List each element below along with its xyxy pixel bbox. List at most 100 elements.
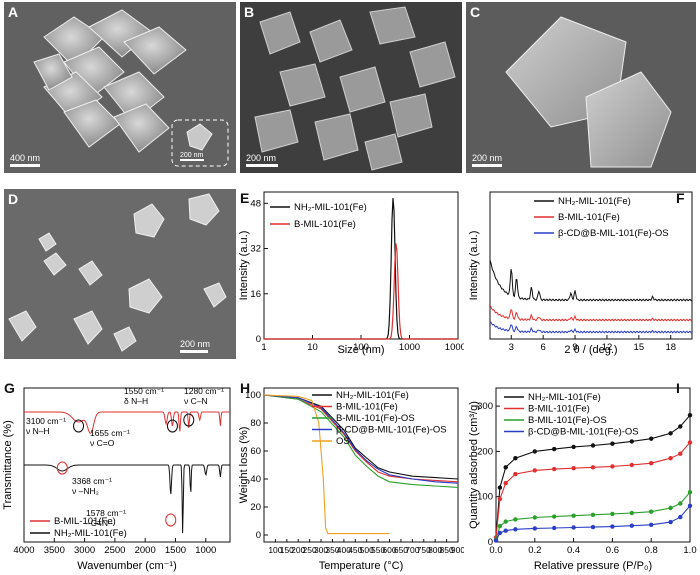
annotation-g-a4: 1655 cm⁻¹ bbox=[90, 428, 130, 438]
annotation-g-a6: 1578 cm⁻¹ bbox=[86, 508, 126, 518]
annotation-g-a5b: ν –NH₂ bbox=[72, 486, 99, 496]
sem-image-b bbox=[254, 6, 456, 171]
data-point-i-0-6 bbox=[571, 444, 576, 450]
data-point-i-3-4 bbox=[532, 526, 537, 531]
x-tick-label-h-10: 600 bbox=[382, 545, 396, 555]
legend-label-i-0: NH₂-MIL-101(Fe) bbox=[528, 392, 601, 403]
y-tick-label-e-0: 0 bbox=[256, 334, 261, 345]
x-tick-label-h-8: 500 bbox=[360, 545, 374, 555]
legend-label-e-1: B-MIL-101(Fe) bbox=[294, 219, 356, 230]
plot-frame-i bbox=[495, 387, 691, 543]
x-tick-label-g-5: 1500 bbox=[165, 545, 186, 556]
y-tick-label-h-3: 60 bbox=[250, 446, 261, 457]
legend-label-f-1: B-MIL-101(Fe) bbox=[558, 212, 620, 223]
legend-label-h-4: OS bbox=[336, 436, 350, 447]
x-tick-label-g-6: 1000 bbox=[195, 545, 216, 556]
data-point-i-3-5 bbox=[552, 525, 557, 531]
scale-label-c: 200 nm bbox=[472, 153, 503, 163]
data-point-i-3-9 bbox=[629, 523, 634, 528]
x-tick-label-h-16: 900 bbox=[451, 545, 464, 555]
x-axis-label-i: Relative pressure (P/P₀) bbox=[534, 560, 652, 572]
x-tick-label-e-3: 1000 bbox=[399, 342, 420, 353]
y-axis-label-h: Weight loss (%) bbox=[238, 427, 250, 504]
chart-h-tga: Temperature (°C)Weight loss (%)100150200… bbox=[238, 387, 464, 572]
x-tick-label-i-4: 0.8 bbox=[645, 545, 658, 556]
data-point-i-2-2 bbox=[503, 519, 508, 524]
data-point-i-0-12 bbox=[678, 424, 683, 429]
x-tick-label-g-4: 2000 bbox=[135, 545, 156, 556]
y-tick-label-e-3: 48 bbox=[250, 198, 261, 209]
inset-box bbox=[171, 119, 229, 167]
annotation-circle-g-2 bbox=[183, 413, 195, 427]
inset-scale-label: 200 nm bbox=[180, 152, 204, 159]
legend-label-g-1: NH₂-MIL-101(Fe) bbox=[54, 528, 127, 539]
panel-label-c: C bbox=[470, 4, 481, 20]
data-point-i-0-7 bbox=[590, 443, 596, 448]
series-line-i-0 bbox=[495, 414, 691, 538]
panel-label-i: I bbox=[676, 380, 680, 396]
x-tick-label-h-12: 700 bbox=[405, 545, 419, 555]
x-tick-label-h-3: 250 bbox=[303, 545, 317, 555]
panel-label-b: B bbox=[244, 4, 255, 20]
sem-panel-d: D 200 nm bbox=[4, 189, 236, 359]
legend-label-h-0: NH₂-MIL-101(Fe) bbox=[336, 390, 409, 401]
annotation-circle-g-0 bbox=[73, 419, 85, 433]
data-point-i-0-4 bbox=[532, 449, 537, 454]
x-axis-label-g: Wavenumber (cm⁻¹) bbox=[77, 560, 177, 572]
data-point-i-3-2 bbox=[503, 528, 508, 533]
scale-bar-a: 400 nm bbox=[10, 153, 40, 167]
sem-panel-c: C 200 nm bbox=[466, 2, 696, 173]
series-line-i-1 bbox=[495, 442, 691, 538]
x-tick-label-e-0: 1 bbox=[261, 342, 266, 353]
y-axis-label-i: Quantity adsorbed (cm³/g) bbox=[468, 401, 480, 529]
y-tick-label-h-5: 100 bbox=[245, 390, 261, 401]
legend-label-h-2: B-MIL-101(Fe)-OS bbox=[336, 413, 415, 424]
x-tick-label-g-1: 3500 bbox=[44, 545, 65, 556]
data-point-i-3-12 bbox=[678, 514, 683, 520]
annotation-g-a6b: –C≡N– bbox=[86, 518, 113, 528]
panel-label-f: F bbox=[676, 190, 685, 206]
data-point-i-3-10 bbox=[649, 522, 654, 527]
x-tick-label-g-0: 4000 bbox=[13, 545, 34, 556]
annotation-g-a1b: δ N–H bbox=[124, 396, 148, 406]
annotation-g-a1: 1550 cm⁻¹ bbox=[124, 386, 164, 396]
data-point-i-3-13 bbox=[687, 503, 693, 508]
data-point-i-3-0 bbox=[493, 538, 499, 543]
legend-label-e-0: NH₂-MIL-101(Fe) bbox=[294, 202, 367, 213]
x-axis-label-f: 2 θ / (deg.) bbox=[564, 344, 617, 356]
data-point-i-3-3 bbox=[513, 527, 518, 532]
x-tick-label-f-4: 15 bbox=[634, 342, 645, 353]
data-point-i-3-8 bbox=[610, 524, 615, 529]
data-point-i-2-11 bbox=[668, 505, 673, 511]
annotation-circle-g-3 bbox=[56, 461, 68, 475]
data-point-i-1-11 bbox=[668, 456, 673, 461]
x-tick-label-h-9: 550 bbox=[371, 545, 385, 555]
inset-scale-a: 200 nm bbox=[180, 152, 204, 161]
data-point-i-2-3 bbox=[513, 517, 518, 522]
data-point-i-0-8 bbox=[610, 441, 615, 446]
data-point-i-2-9 bbox=[629, 510, 634, 516]
series-line-f-1 bbox=[489, 305, 693, 322]
scale-label-d: 200 nm bbox=[180, 339, 211, 349]
x-tick-label-f-5: 18 bbox=[665, 342, 676, 353]
data-point-i-1-1 bbox=[497, 496, 503, 502]
x-tick-label-f-0: 3 bbox=[509, 342, 514, 353]
data-point-i-2-10 bbox=[649, 509, 654, 514]
x-tick-label-f-1: 6 bbox=[541, 342, 546, 353]
x-tick-label-h-2: 200 bbox=[291, 545, 305, 555]
x-tick-label-i-0: 0.0 bbox=[489, 545, 502, 556]
series-line-h-2 bbox=[263, 394, 459, 488]
scale-bar-b: 200 nm bbox=[246, 153, 278, 167]
x-tick-label-h-11: 650 bbox=[394, 545, 408, 555]
annotation-g-a2: 1280 cm⁻¹ bbox=[184, 386, 224, 396]
sem-panel-b: B 200 nm bbox=[240, 2, 462, 173]
annotation-g-a4b: ν C=O bbox=[90, 438, 115, 448]
panel-label-e: E bbox=[240, 190, 250, 206]
x-tick-label-h-0: 100 bbox=[268, 545, 282, 555]
data-point-i-0-13 bbox=[687, 413, 693, 418]
series-line-i-3 bbox=[495, 505, 691, 541]
sem-image-d bbox=[8, 193, 227, 352]
data-point-i-0-5 bbox=[552, 446, 557, 452]
x-tick-label-h-13: 750 bbox=[417, 545, 431, 555]
y-axis-label-g: Transmittance (%) bbox=[2, 420, 14, 509]
